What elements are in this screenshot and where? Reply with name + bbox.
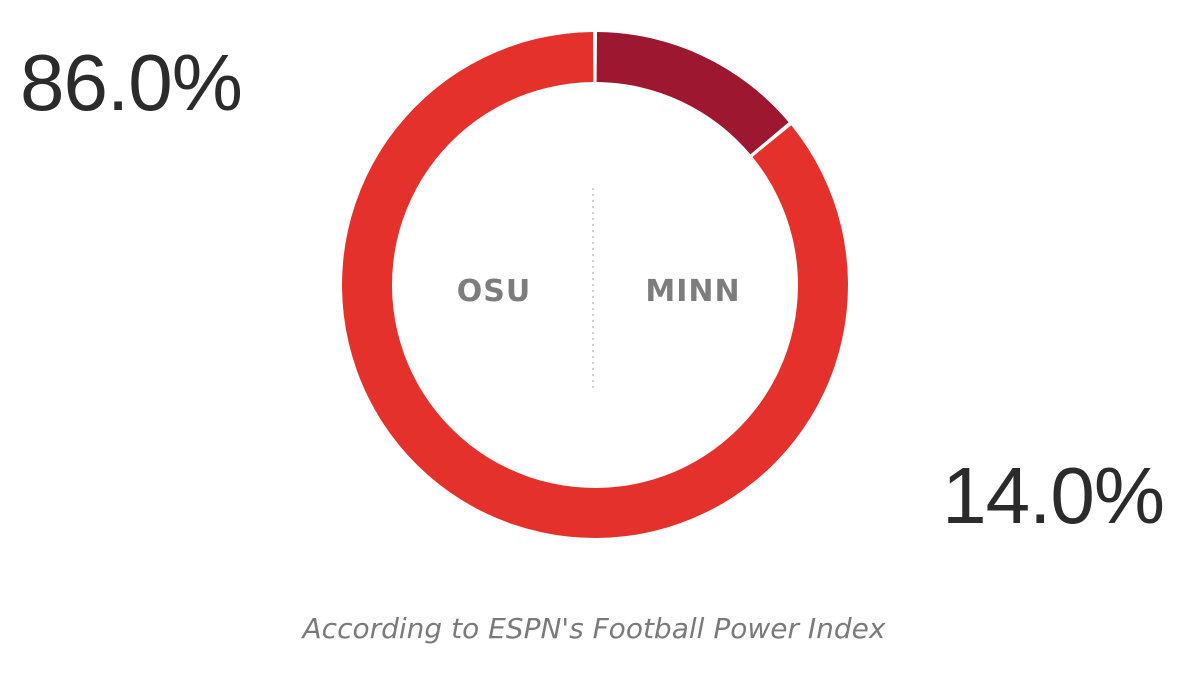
osu-win-percentage: 86.0% bbox=[20, 38, 243, 127]
donut-slice-minn bbox=[596, 32, 789, 155]
team-label-minn: MINN bbox=[645, 274, 740, 309]
minn-win-percentage: 14.0% bbox=[942, 451, 1165, 540]
source-caption: According to ESPN's Football Power Index bbox=[302, 612, 886, 645]
donut-slices bbox=[342, 32, 849, 538]
team-label-osu: OSU bbox=[457, 274, 531, 309]
